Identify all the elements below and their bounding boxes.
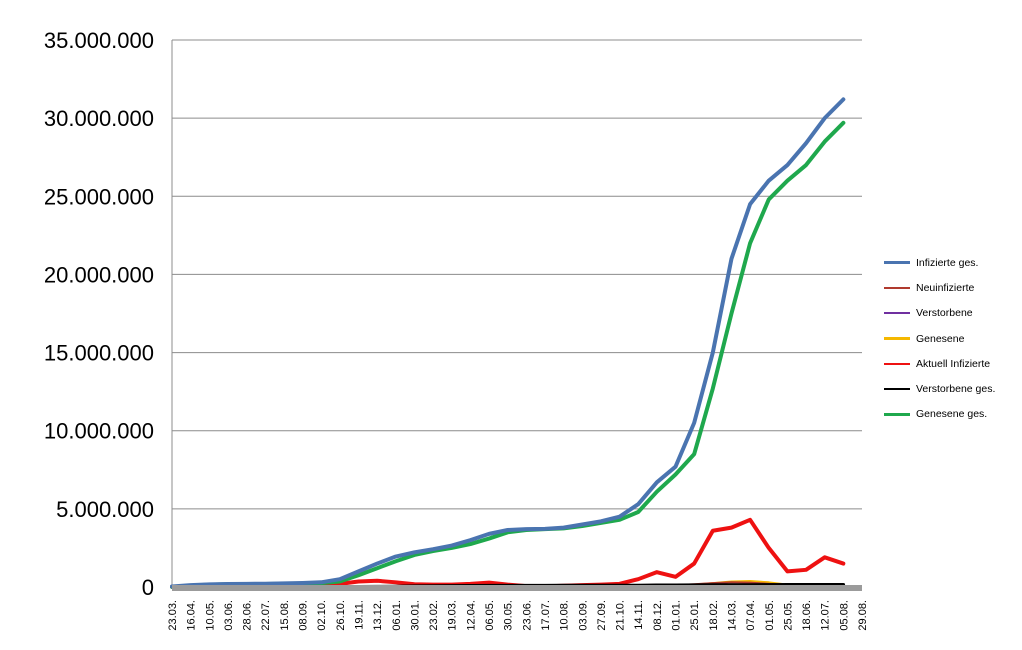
x-tick-label: 17.07.	[540, 600, 552, 631]
x-tick-label: 26.10.	[335, 600, 347, 631]
chart-legend: Infizierte ges. Neuinfizierte Verstorbene G…	[884, 250, 1022, 427]
x-tick-label: 03.06.	[223, 600, 235, 631]
x-tick-label: 05.08.	[838, 600, 850, 631]
y-tick-label: 35.000.000	[44, 28, 154, 53]
x-tick-label: 01.01.	[671, 600, 683, 631]
x-tick-label: 12.04.	[465, 600, 477, 631]
legend-item: Genesene ges.	[884, 402, 1022, 427]
legend-label: Genesene	[916, 332, 965, 345]
x-tick-label: 14.03.	[726, 600, 738, 631]
x-tick-label: 10.05.	[204, 600, 216, 631]
y-tick-label: 0	[142, 575, 154, 600]
legend-label: Neuinfizierte	[916, 281, 975, 294]
legend-swatch	[884, 362, 910, 366]
y-tick-label: 15.000.000	[44, 341, 154, 366]
x-tick-label: 02.10.	[316, 600, 328, 631]
x-tick-label: 18.06.	[801, 600, 813, 631]
x-tick-label: 29.08.	[857, 600, 869, 631]
legend-swatch	[884, 261, 910, 264]
x-tick-label: 14.11.	[633, 600, 645, 630]
series-line-genesene-ges	[170, 120, 846, 589]
legend-label: Verstorbene ges.	[916, 383, 996, 396]
x-tick-label: 28.06.	[242, 600, 254, 631]
legend-swatch	[884, 337, 910, 340]
x-tick-label: 27.09.	[596, 600, 608, 631]
y-tick-label: 20.000.000	[44, 262, 154, 287]
legend-label: Infizierte ges.	[916, 256, 979, 269]
legend-label: Verstorbene	[916, 307, 973, 320]
legend-item: Verstorbene	[884, 301, 1022, 326]
x-tick-label: 01.05.	[764, 600, 776, 631]
x-tick-label: 23.02.	[428, 600, 440, 631]
legend-item: Infizierte ges.	[884, 250, 1022, 275]
x-tick-label: 07.04.	[745, 600, 757, 631]
x-tick-label: 19.03.	[447, 600, 459, 631]
legend-swatch	[884, 387, 910, 391]
x-tick-label: 03.09.	[577, 600, 589, 631]
x-tick-label: 10.08.	[559, 600, 571, 631]
series-line-infizierte-ges	[170, 97, 846, 589]
y-tick-label: 5.000.000	[56, 497, 154, 522]
y-tick-label: 25.000.000	[44, 184, 154, 209]
legend-swatch	[884, 311, 910, 315]
x-tick-label: 13.12.	[372, 600, 384, 631]
x-tick-label: 12.07.	[820, 600, 832, 631]
x-tick-label: 15.08.	[279, 600, 291, 631]
x-tick-label: 06.05.	[484, 600, 496, 631]
legend-swatch	[884, 413, 910, 416]
legend-item: Neuinfizierte	[884, 275, 1022, 300]
x-tick-label: 30.01.	[409, 600, 421, 631]
x-tick-label: 25.01.	[689, 600, 701, 631]
legend-swatch	[884, 286, 910, 290]
x-tick-label: 21.10.	[615, 600, 627, 631]
x-tick-label: 25.05.	[782, 600, 794, 631]
x-tick-label: 23.06.	[521, 600, 533, 631]
x-tick-label: 16.04.	[186, 600, 198, 631]
x-tick-label: 08.09.	[298, 600, 310, 631]
x-tick-label: 08.12.	[652, 600, 664, 631]
x-tick-label: 22.07.	[260, 600, 272, 631]
legend-item: Verstorbene ges.	[884, 376, 1022, 401]
y-tick-label: 10.000.000	[44, 419, 154, 444]
legend-label: Genesene ges.	[916, 408, 988, 421]
legend-item: Aktuell Infizierte	[884, 351, 1022, 376]
x-tick-label: 30.05.	[503, 600, 515, 631]
x-tick-label: 06.01.	[391, 600, 403, 631]
legend-item: Genesene	[884, 326, 1022, 351]
x-tick-label: 19.11.	[353, 600, 365, 630]
legend-label: Aktuell Infizierte	[916, 357, 991, 370]
x-tick-label: 18.02.	[708, 600, 720, 631]
x-tick-label: 23.03.	[167, 600, 179, 631]
y-tick-label: 30.000.000	[44, 106, 154, 131]
